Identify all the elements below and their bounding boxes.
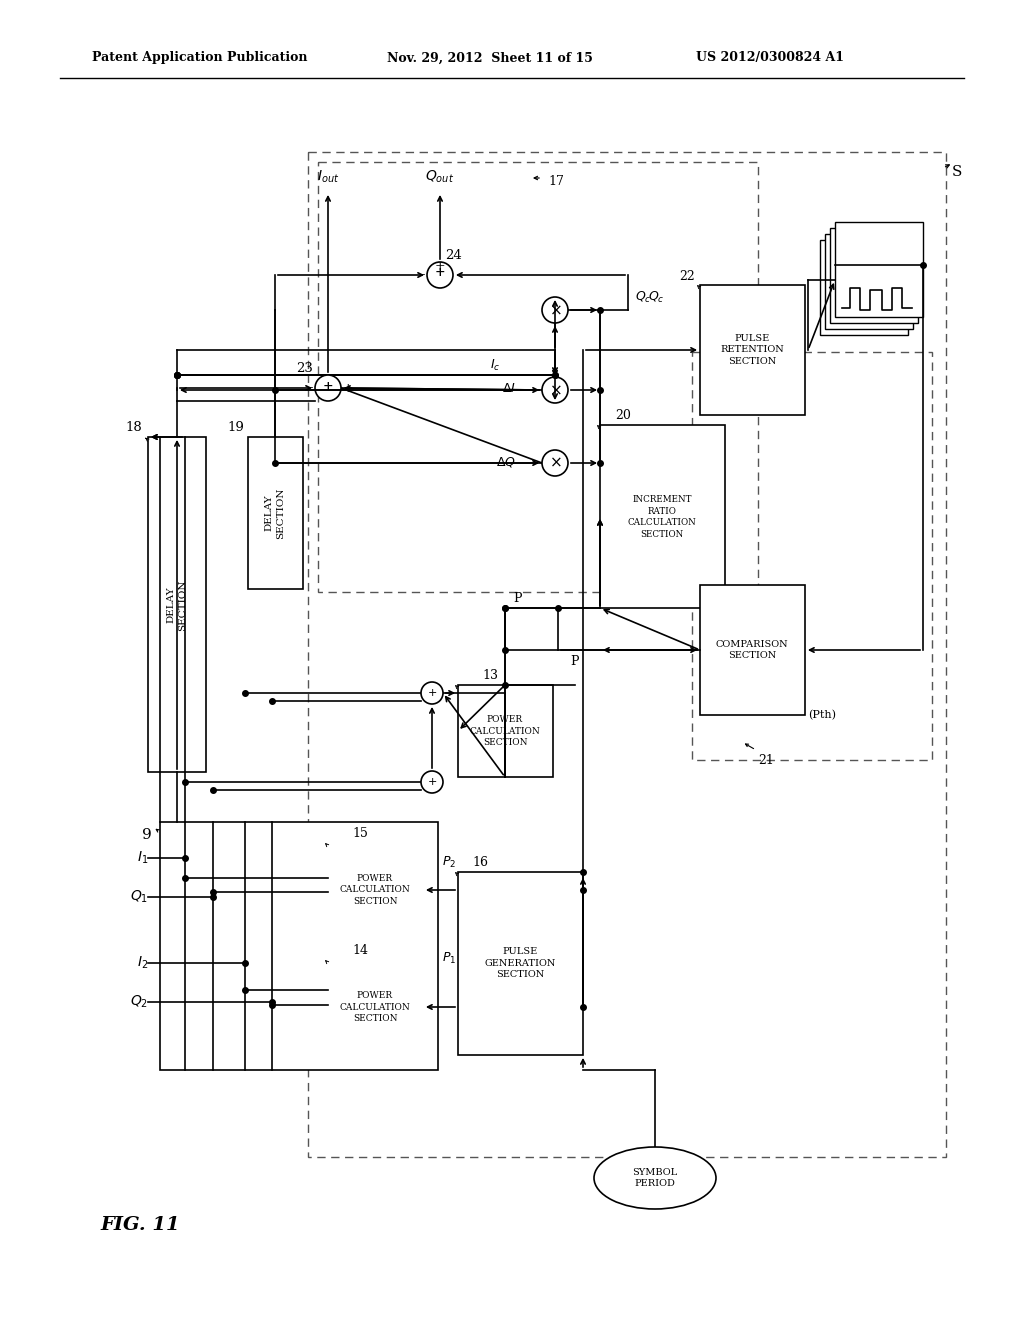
Bar (835, 222, 923, 317)
Bar (600, 425, 725, 609)
Text: $I_1$: $I_1$ (136, 850, 148, 866)
Text: 20: 20 (615, 409, 631, 422)
Text: DELAY
SECTION: DELAY SECTION (167, 579, 187, 631)
Ellipse shape (594, 1147, 716, 1209)
Bar (318, 162, 758, 591)
Text: +: + (427, 688, 436, 698)
Text: 19: 19 (227, 421, 244, 434)
Circle shape (542, 297, 568, 323)
Circle shape (427, 261, 453, 288)
Bar (308, 152, 946, 1158)
Text: 15: 15 (352, 828, 368, 840)
Circle shape (542, 450, 568, 477)
Text: $I_2$: $I_2$ (136, 954, 148, 972)
Text: $Q_c$: $Q_c$ (648, 289, 665, 305)
Text: COMPARISON
SECTION: COMPARISON SECTION (716, 640, 788, 660)
Bar (328, 843, 423, 939)
Circle shape (542, 378, 568, 403)
Text: 22: 22 (679, 271, 695, 282)
Text: $I_c$: $I_c$ (490, 358, 501, 374)
Text: 18: 18 (125, 421, 142, 434)
Text: PULSE
RETENTION
SECTION: PULSE RETENTION SECTION (720, 334, 784, 366)
Bar (820, 240, 908, 335)
Text: $\Delta Q$: $\Delta Q$ (496, 455, 516, 469)
Text: Nov. 29, 2012  Sheet 11 of 15: Nov. 29, 2012 Sheet 11 of 15 (387, 51, 593, 65)
Bar (700, 285, 805, 414)
Text: 14: 14 (352, 944, 368, 957)
Bar (458, 873, 583, 1055)
Text: $\Delta I$: $\Delta I$ (502, 381, 516, 395)
Text: $\times$: $\times$ (549, 383, 561, 397)
Text: 13: 13 (482, 669, 498, 682)
Text: POWER
CALCULATION
SECTION: POWER CALCULATION SECTION (340, 874, 411, 907)
Text: POWER
CALCULATION
SECTION: POWER CALCULATION SECTION (340, 991, 411, 1023)
Circle shape (421, 771, 443, 793)
Text: $Q_2$: $Q_2$ (130, 994, 148, 1010)
Bar (830, 228, 918, 323)
Circle shape (315, 375, 341, 401)
Text: 16: 16 (472, 855, 488, 869)
Text: 24: 24 (445, 249, 462, 261)
Text: US 2012/0300824 A1: US 2012/0300824 A1 (696, 51, 844, 65)
Text: -: - (420, 267, 425, 284)
Text: Patent Application Publication: Patent Application Publication (92, 51, 308, 65)
Text: $P_2$: $P_2$ (441, 854, 456, 870)
Text: INCREMENT
RATIO
CALCULATION
SECTION: INCREMENT RATIO CALCULATION SECTION (628, 495, 696, 539)
Text: $Q_c$: $Q_c$ (635, 290, 651, 305)
Text: 17: 17 (548, 176, 564, 187)
Text: 9: 9 (142, 828, 152, 842)
Text: SYMBOL
PERIOD: SYMBOL PERIOD (633, 1168, 678, 1188)
Text: POWER
CALCULATION
SECTION: POWER CALCULATION SECTION (470, 714, 541, 747)
Text: 21: 21 (758, 754, 774, 767)
Bar (148, 437, 206, 772)
Bar (328, 960, 423, 1055)
Text: $I_{out}$: $I_{out}$ (316, 169, 339, 185)
Text: S: S (952, 165, 963, 180)
Text: FIG. 11: FIG. 11 (100, 1216, 179, 1234)
Circle shape (421, 682, 443, 704)
Text: $\times$: $\times$ (549, 304, 561, 317)
Text: PULSE
GENERATION
SECTION: PULSE GENERATION SECTION (484, 946, 556, 979)
Text: $P_1$: $P_1$ (441, 950, 456, 965)
Text: +: + (427, 777, 436, 787)
Text: $Q_{out}$: $Q_{out}$ (425, 169, 455, 185)
Text: 23: 23 (296, 362, 313, 375)
Bar (825, 234, 913, 329)
Bar (248, 437, 303, 589)
Text: +: + (434, 260, 445, 273)
Text: -: - (307, 380, 313, 396)
Text: +: + (434, 267, 445, 280)
Bar (700, 585, 805, 715)
Text: DELAY
SECTION: DELAY SECTION (264, 487, 286, 539)
Text: $Q_1$: $Q_1$ (130, 888, 148, 906)
Bar (160, 822, 438, 1071)
Text: P: P (570, 655, 580, 668)
Text: +: + (343, 381, 353, 395)
Text: (Pth): (Pth) (808, 710, 836, 721)
Text: P: P (513, 591, 521, 605)
Text: $\times$: $\times$ (549, 455, 561, 470)
Bar (692, 352, 932, 760)
Bar (458, 685, 553, 777)
Text: +: + (323, 380, 334, 392)
